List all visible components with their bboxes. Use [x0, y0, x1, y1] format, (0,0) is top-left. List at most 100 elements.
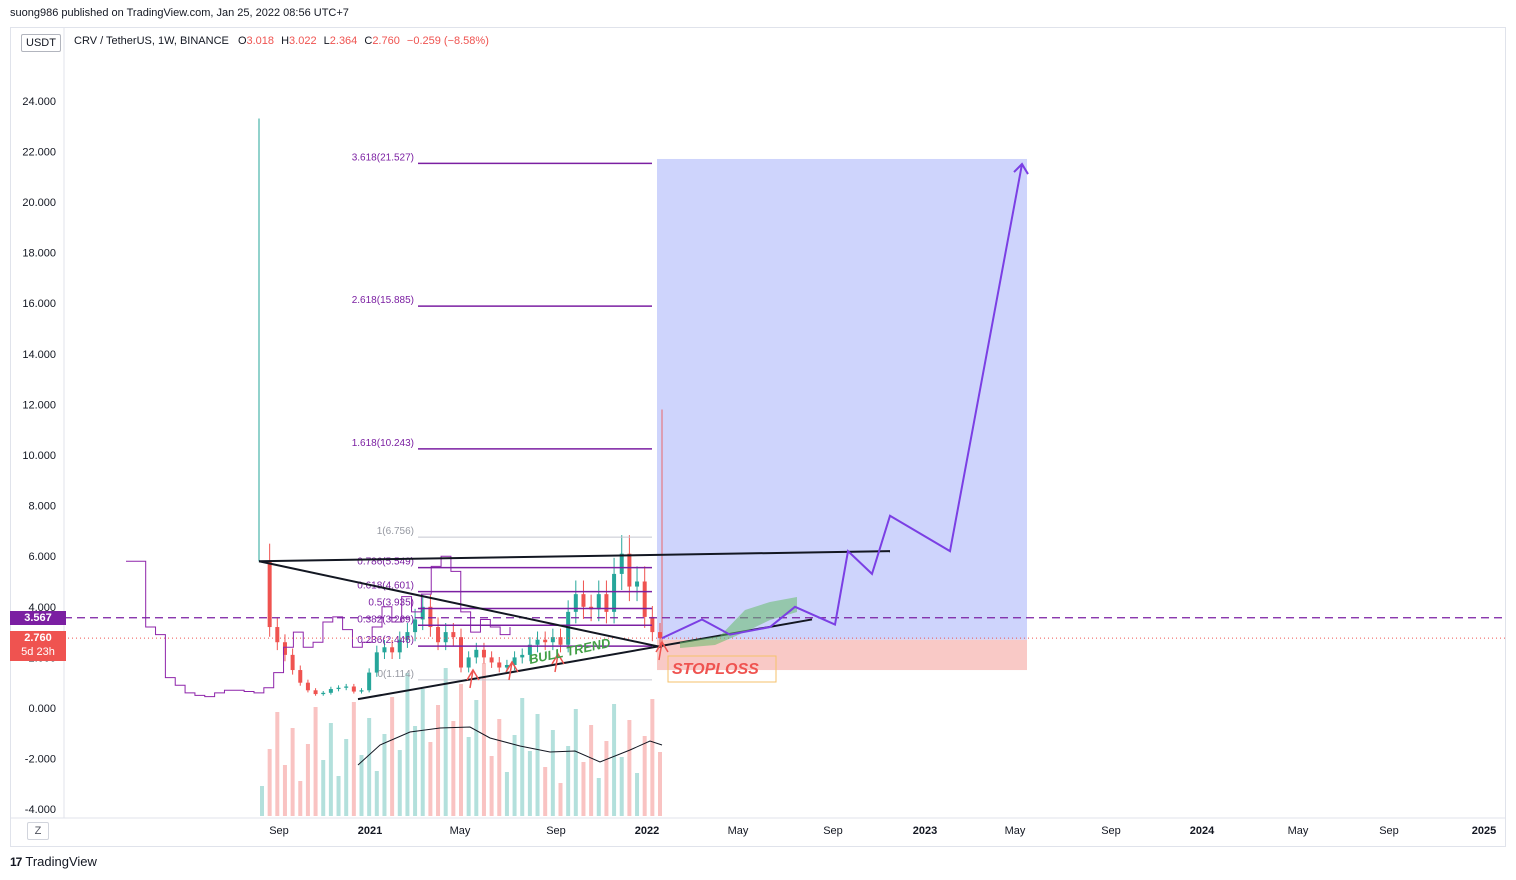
change-value: −0.259 (−8.58%) — [406, 35, 489, 47]
volume-bar — [298, 781, 303, 816]
y-tick-label: 10.000 — [22, 450, 56, 462]
volume-bar — [504, 772, 509, 816]
volume-bar — [443, 668, 448, 816]
candle-body — [550, 637, 555, 643]
candle-body — [420, 606, 425, 620]
projection-path — [661, 163, 1023, 640]
candle-body — [481, 649, 486, 658]
volume-bar — [604, 741, 609, 816]
x-tick-label: Sep — [269, 825, 289, 837]
y-tick-label: 22.000 — [22, 146, 56, 158]
candle-body — [290, 654, 295, 671]
volume-bar — [466, 737, 471, 816]
candle-body — [604, 594, 609, 612]
candle-body — [451, 632, 456, 638]
candle-body — [313, 690, 318, 695]
candle-body — [344, 686, 349, 688]
volume-bar — [489, 756, 494, 816]
candle-body — [397, 639, 402, 653]
fib-level-label: 0.236(2.446) — [357, 635, 414, 646]
x-tick-label: Sep — [1101, 825, 1121, 837]
high-value: 3.022 — [289, 35, 317, 47]
currency-tag[interactable]: USDT — [21, 34, 61, 52]
volume-bar — [374, 771, 379, 816]
candle-body — [298, 670, 303, 683]
y-tick-label: 4.000 — [28, 602, 56, 614]
candle-body — [359, 690, 364, 692]
x-tick-label: 2021 — [358, 825, 382, 837]
resistance-line — [258, 550, 891, 563]
fib-level-label: 0.786(5.549) — [357, 557, 414, 568]
volume-bar — [650, 699, 655, 816]
candle-body — [573, 594, 578, 612]
candle-body — [520, 654, 525, 658]
candle-body — [275, 627, 280, 643]
y-tick-label: -4.000 — [25, 804, 56, 816]
candle-body — [267, 561, 272, 628]
candle-body — [282, 642, 287, 655]
publish-info: suong986 published on TradingView.com, J… — [10, 7, 349, 19]
volume-bar — [260, 786, 264, 816]
level-price-value: 3.567 — [24, 612, 52, 624]
zoom-reset-button[interactable]: Z — [27, 822, 49, 840]
candle-body — [413, 619, 418, 633]
open-label: O — [237, 35, 247, 47]
close-label: C — [364, 35, 373, 47]
stoploss-box — [667, 655, 777, 683]
y-tick-label: 0.000 — [28, 703, 56, 715]
volume-bar — [451, 721, 456, 816]
x-tick-label: Sep — [546, 825, 566, 837]
x-tick-label: 2025 — [1472, 825, 1496, 837]
x-tick-label: 2023 — [913, 825, 937, 837]
high-label: H — [281, 35, 290, 47]
bounce-arrow — [551, 652, 565, 673]
candle-body — [390, 647, 395, 653]
candle-body — [535, 639, 540, 645]
volume-bar — [550, 730, 555, 816]
tradingview-logo[interactable]: 17 TradingView — [10, 854, 97, 869]
tradingview-logo-icon: 17 — [10, 854, 22, 869]
y-tick-label: 8.000 — [28, 501, 56, 513]
volume-bar — [474, 700, 479, 816]
candle-body — [650, 616, 655, 633]
volume-bar — [413, 726, 418, 816]
projection-arrowhead — [1013, 162, 1029, 175]
candle-body — [581, 594, 586, 607]
candle-body — [489, 657, 494, 663]
volume-bar — [589, 725, 594, 816]
candle-body — [658, 632, 662, 639]
y-tick-label: 20.000 — [22, 197, 56, 209]
volume-bar — [612, 704, 617, 816]
x-tick-label: May — [1005, 825, 1026, 837]
candle-body — [459, 637, 463, 668]
volume-bar — [459, 684, 463, 816]
fib-level-label: 0.5(3.935) — [368, 597, 414, 608]
volume-bar — [428, 742, 433, 816]
symbol-name[interactable]: CRV / TetherUS, 1W, BINANCE — [74, 35, 229, 47]
x-tick-label: 2022 — [635, 825, 659, 837]
candle-body — [635, 581, 640, 587]
bounce-arrow — [655, 640, 669, 661]
bounce-arrow — [466, 668, 480, 689]
volume-bar — [436, 705, 441, 816]
volume-bar — [267, 749, 272, 816]
y-tick-label: 24.000 — [22, 96, 56, 108]
x-tick-label: Sep — [823, 825, 843, 837]
volume-bar — [581, 762, 586, 816]
volume-bar — [390, 697, 395, 816]
candle-body — [428, 606, 433, 628]
fib-level-label: 1(6.756) — [377, 526, 414, 537]
volume-bar — [328, 723, 333, 816]
volume-bar — [275, 712, 280, 816]
y-tick-label: -2.000 — [25, 754, 56, 766]
y-tick-label: 12.000 — [22, 399, 56, 411]
candle-body — [336, 687, 341, 690]
candle-body — [443, 632, 448, 643]
volume-bar — [367, 718, 372, 816]
volume-bar — [627, 720, 632, 816]
volume-bar — [573, 709, 578, 816]
tradingview-brand: TradingView — [25, 854, 97, 869]
fib-level-label: 0.618(4.601) — [357, 581, 414, 592]
candle-body — [466, 657, 471, 668]
